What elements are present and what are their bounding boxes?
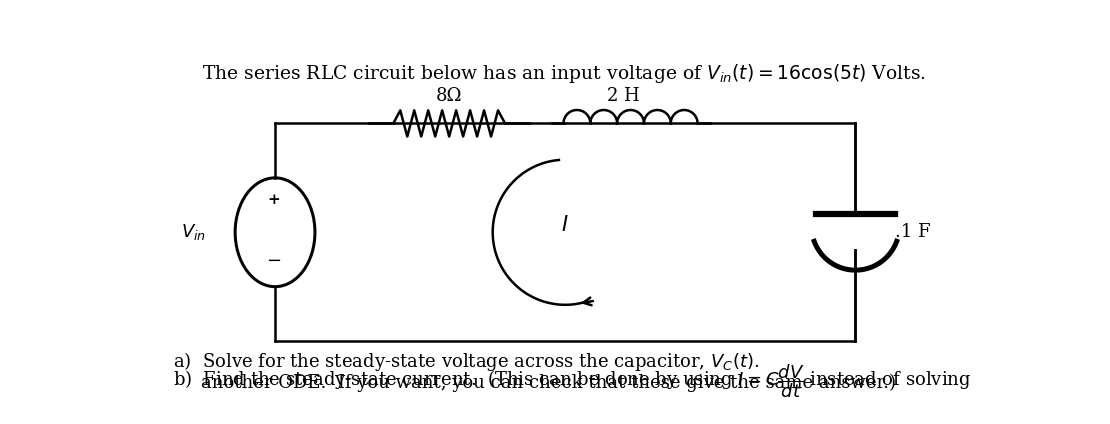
Text: another ODE.  If you want, you can check that these give the same answer.): another ODE. If you want, you can check … (201, 374, 896, 392)
Text: a)  Solve for the steady-state voltage across the capacitor, $V_C(t)$.: a) Solve for the steady-state voltage ac… (173, 350, 759, 373)
Text: $V_{in}$: $V_{in}$ (181, 222, 206, 242)
Text: b)  Find the steady-state current.  (This can be done by using $I = C\dfrac{dV}{: b) Find the steady-state current. (This … (173, 363, 972, 401)
Text: .1 F: .1 F (896, 223, 931, 241)
Text: $\mathit{I}$: $\mathit{I}$ (562, 215, 569, 235)
Text: 2 H: 2 H (607, 87, 639, 105)
Text: The series RLC circuit below has an input voltage of $V_{in}(t) = 16\cos(5t)$ Vo: The series RLC circuit below has an inpu… (202, 62, 927, 85)
Text: 8Ω: 8Ω (436, 87, 463, 105)
Text: −: − (266, 252, 281, 270)
Text: +: + (268, 192, 280, 206)
